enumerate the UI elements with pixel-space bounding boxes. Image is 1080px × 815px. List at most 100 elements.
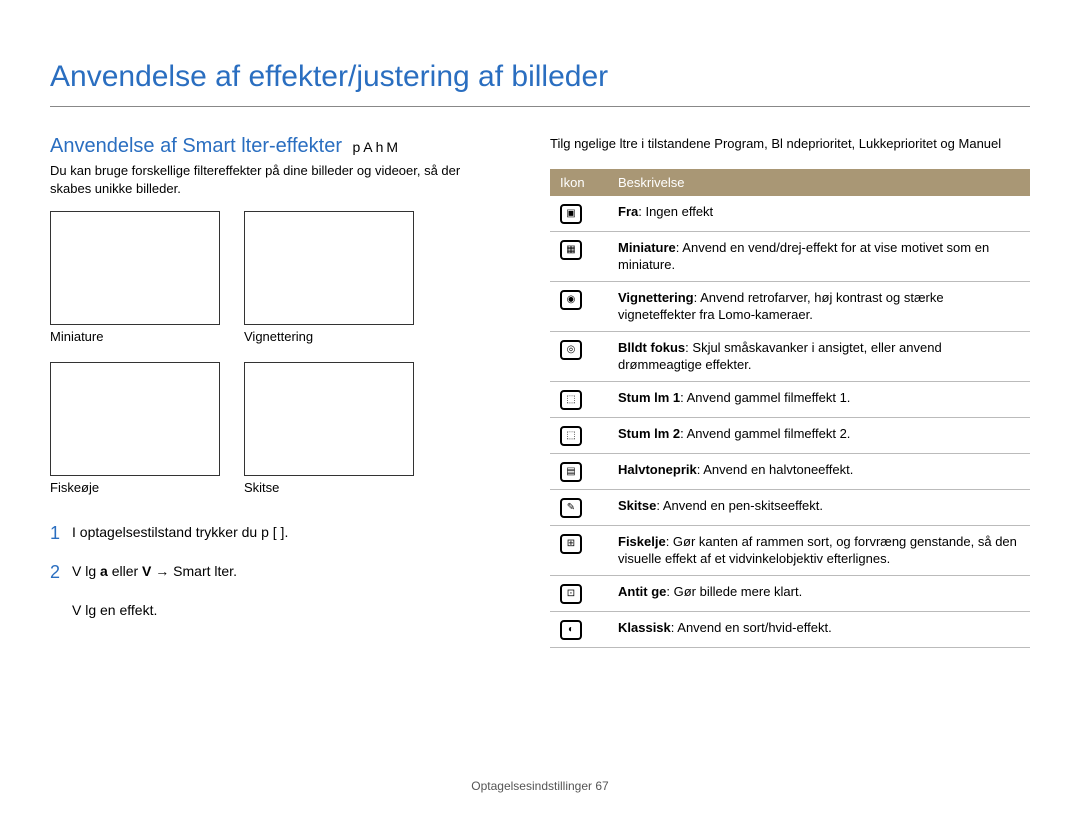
thumb-row: Miniature Vignettering bbox=[50, 211, 490, 354]
td-beskrivelse: Vignettering: Anvend retrofarver, høj ko… bbox=[618, 289, 1020, 324]
effect-desc: : Gør billede mere klart. bbox=[666, 584, 802, 599]
thumb-skitse bbox=[244, 362, 414, 476]
td-ikon: ⬚ bbox=[560, 389, 618, 410]
right-column: Tilg ngelige ltre i tilstandene Program,… bbox=[550, 135, 1030, 648]
effects-table: Ikon Beskrivelse ▣ Fra: Ingen effekt ▦ Mini… bbox=[550, 169, 1030, 648]
table-row: ◉ Vignettering: Anvend retrofarver, høj k… bbox=[550, 282, 1030, 332]
table-body: ▣ Fra: Ingen effekt ▦ Miniature: Anvend en … bbox=[550, 196, 1030, 648]
thumb-vignettering bbox=[244, 211, 414, 325]
effect-icon: ⬚ bbox=[560, 426, 582, 446]
effect-name: Stum lm 2 bbox=[618, 426, 680, 441]
thumb-cell: Miniature bbox=[50, 211, 220, 354]
subtitle-row: Anvendelse af Smart lter-effekter pAhM bbox=[50, 135, 490, 158]
td-ikon: ▦ bbox=[560, 239, 618, 260]
step-number: 1 bbox=[50, 521, 72, 546]
td-beskrivelse: Stum lm 1: Anvend gammel filmeffekt 1. bbox=[618, 389, 1020, 407]
step-sub: V lg en effekt. bbox=[50, 599, 490, 621]
effect-icon: ◐ bbox=[560, 620, 582, 640]
thumb-miniature bbox=[50, 211, 220, 325]
effect-name: Stum lm 1 bbox=[618, 390, 680, 405]
effect-icon: ⊡ bbox=[560, 584, 582, 604]
th-beskrivelse: Beskrivelse bbox=[618, 175, 1020, 190]
th-ikon: Ikon bbox=[560, 175, 618, 190]
effect-icon: ◉ bbox=[560, 290, 582, 310]
table-row: ⬚ Stum lm 1: Anvend gammel filmeffekt 1. bbox=[550, 382, 1030, 418]
effect-desc: : Anvend gammel filmeffekt 2. bbox=[680, 426, 850, 441]
step2-part: V lg bbox=[72, 563, 100, 579]
right-intro-text: Tilg ngelige ltre i tilstandene Program,… bbox=[550, 135, 1030, 153]
td-beskrivelse: Skitse: Anvend en pen-skitseeffekt. bbox=[618, 497, 1020, 515]
effect-icon: ◎ bbox=[560, 340, 582, 360]
effect-desc: : Ingen effekt bbox=[638, 204, 713, 219]
td-beskrivelse: Blldt fokus: Skjul småskavanker i ansigt… bbox=[618, 339, 1020, 374]
step2-part: → Smart lter. bbox=[151, 563, 237, 579]
td-ikon: ⬚ bbox=[560, 425, 618, 446]
effect-desc: : Anvend en halvtoneeffekt. bbox=[697, 462, 854, 477]
effect-name: Vignettering bbox=[618, 290, 694, 305]
td-ikon: ✎ bbox=[560, 497, 618, 518]
thumb-label: Fiskeøje bbox=[50, 480, 220, 495]
td-ikon: ▤ bbox=[560, 461, 618, 482]
effect-icon: ✎ bbox=[560, 498, 582, 518]
mode-glyphs: pAhM bbox=[352, 139, 401, 155]
section-subtitle: Anvendelse af Smart lter-effekter bbox=[50, 135, 342, 158]
table-row: ⊞ Fiskelje: Gør kanten af rammen sort, og… bbox=[550, 526, 1030, 576]
thumb-fiskeoje bbox=[50, 362, 220, 476]
table-header: Ikon Beskrivelse bbox=[550, 169, 1030, 196]
td-beskrivelse: Antit ge: Gør billede mere klart. bbox=[618, 583, 1020, 601]
effect-icon: ⊞ bbox=[560, 534, 582, 554]
title-divider bbox=[50, 106, 1030, 107]
td-ikon: ◉ bbox=[560, 289, 618, 310]
effect-desc: : Gør kanten af rammen sort, og forvræng… bbox=[618, 534, 1017, 567]
td-beskrivelse: Stum lm 2: Anvend gammel filmeffekt 2. bbox=[618, 425, 1020, 443]
step-2: 2 V lg a eller V → Smart lter. bbox=[50, 560, 490, 585]
table-row: ▤ Halvtoneprik: Anvend en halvtoneeffekt. bbox=[550, 454, 1030, 490]
table-row: ◎ Blldt fokus: Skjul småskavanker i ansig… bbox=[550, 332, 1030, 382]
effect-name: Klassisk bbox=[618, 620, 671, 635]
thumb-cell: Vignettering bbox=[244, 211, 414, 354]
steps: 1 I optagelsestilstand trykker du p [ ].… bbox=[50, 521, 490, 621]
thumb-label: Skitse bbox=[244, 480, 414, 495]
effect-desc: : Anvend gammel filmeffekt 1. bbox=[680, 390, 850, 405]
step-text: V lg en effekt. bbox=[72, 599, 157, 621]
thumb-cell: Skitse bbox=[244, 362, 414, 505]
table-row: ◐ Klassisk: Anvend en sort/hvid-effekt. bbox=[550, 612, 1030, 648]
table-row: ⬚ Stum lm 2: Anvend gammel filmeffekt 2. bbox=[550, 418, 1030, 454]
thumb-label: Vignettering bbox=[244, 329, 414, 344]
step2-part: eller bbox=[108, 563, 142, 579]
effect-icon: ▣ bbox=[560, 204, 582, 224]
effect-name: Halvtoneprik bbox=[618, 462, 697, 477]
step2-bold: V bbox=[142, 563, 151, 579]
td-beskrivelse: Fra: Ingen effekt bbox=[618, 203, 1020, 221]
effect-name: Fra bbox=[618, 204, 638, 219]
td-beskrivelse: Fiskelje: Gør kanten af rammen sort, og … bbox=[618, 533, 1020, 568]
effect-icon: ▦ bbox=[560, 240, 582, 260]
step-1: 1 I optagelsestilstand trykker du p [ ]. bbox=[50, 521, 490, 546]
thumb-row: Fiskeøje Skitse bbox=[50, 362, 490, 505]
two-columns: Anvendelse af Smart lter-effekter pAhM D… bbox=[50, 135, 1030, 648]
td-beskrivelse: Miniature: Anvend en vend/drej-effekt fo… bbox=[618, 239, 1020, 274]
effect-name: Fiskelje bbox=[618, 534, 666, 549]
step-number-empty bbox=[50, 599, 72, 621]
step-text: V lg a eller V → Smart lter. bbox=[72, 560, 237, 585]
td-ikon: ◎ bbox=[560, 339, 618, 360]
td-ikon: ⊞ bbox=[560, 533, 618, 554]
page-title: Anvendelse af effekter/justering af bill… bbox=[50, 60, 1030, 94]
thumbnail-grid: Miniature Vignettering Fiskeøje Skitse bbox=[50, 211, 490, 505]
effect-icon: ⬚ bbox=[560, 390, 582, 410]
step-text: I optagelsestilstand trykker du p [ ]. bbox=[72, 521, 288, 546]
effect-icon: ▤ bbox=[560, 462, 582, 482]
td-beskrivelse: Halvtoneprik: Anvend en halvtoneeffekt. bbox=[618, 461, 1020, 479]
step2-bold: a bbox=[100, 563, 108, 579]
effect-desc: : Anvend en sort/hvid-effekt. bbox=[671, 620, 832, 635]
effect-name: Antit ge bbox=[618, 584, 666, 599]
td-beskrivelse: Klassisk: Anvend en sort/hvid-effekt. bbox=[618, 619, 1020, 637]
table-row: ▣ Fra: Ingen effekt bbox=[550, 196, 1030, 232]
effect-desc: : Anvend en pen-skitseeffekt. bbox=[656, 498, 823, 513]
td-ikon: ◐ bbox=[560, 619, 618, 640]
page-footer: Optagelsesindstillinger 67 bbox=[0, 779, 1080, 793]
td-ikon: ⊡ bbox=[560, 583, 618, 604]
table-row: ⊡ Antit ge: Gør billede mere klart. bbox=[550, 576, 1030, 612]
table-row: ▦ Miniature: Anvend en vend/drej-effekt f… bbox=[550, 232, 1030, 282]
effect-name: Blldt fokus bbox=[618, 340, 685, 355]
